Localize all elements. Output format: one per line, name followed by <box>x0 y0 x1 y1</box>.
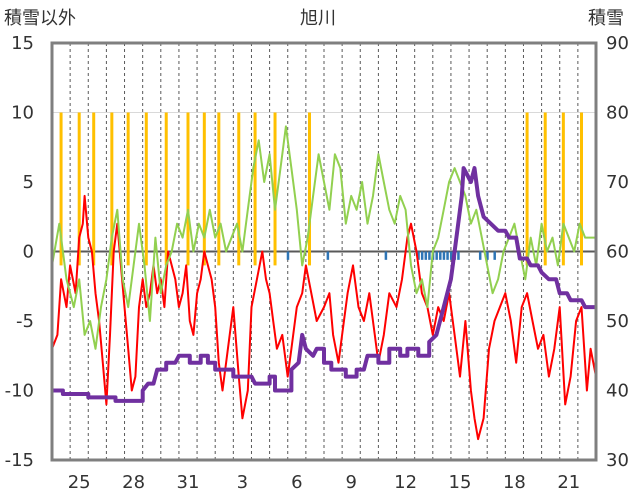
sunshine-bar <box>144 112 148 266</box>
sunshine-bar <box>59 112 63 266</box>
precipitation-bars <box>286 251 496 260</box>
precipitation-bar <box>493 251 496 260</box>
x-tick-label: 31 <box>177 472 200 493</box>
x-tick-label: 18 <box>503 472 526 493</box>
right-tick-label: 30 <box>606 450 629 471</box>
x-tick-label: 3 <box>237 472 248 493</box>
sunshine-bar <box>273 112 277 266</box>
right-tick-label: 90 <box>606 33 629 54</box>
chart-title: 旭川 <box>300 8 336 29</box>
precipitation-bar <box>478 251 482 260</box>
sunshine-bar <box>186 112 190 266</box>
precipitation-bar <box>435 251 438 260</box>
sunshine-bar <box>202 112 206 266</box>
precipitation-bar <box>326 251 330 260</box>
sunshine-bar <box>543 112 547 266</box>
left-tick-label: 0 <box>23 242 34 263</box>
precipitation-bar <box>420 251 424 260</box>
precipitation-bar <box>439 251 442 260</box>
left-tick-label: 5 <box>23 172 34 193</box>
left-tick-label: 10 <box>11 103 34 124</box>
sunshine-bar <box>110 112 114 266</box>
precipitation-bar <box>457 251 460 260</box>
right-tick-label: 60 <box>606 242 629 263</box>
wind-line <box>51 125 596 350</box>
x-tick-label: 12 <box>394 472 417 493</box>
left-tick-label: 15 <box>11 33 34 54</box>
temperature-line <box>51 194 597 441</box>
precipitation-bar <box>428 251 431 260</box>
precipitation-bar <box>417 251 420 260</box>
x-tick-label: 28 <box>122 472 145 493</box>
x-tick-label: 25 <box>68 472 91 493</box>
sunshine-bars <box>59 112 583 266</box>
sunshine-bar <box>253 112 257 266</box>
left-tick-label: -15 <box>5 450 34 471</box>
sunshine-bar <box>561 112 565 266</box>
sunshine-bar <box>579 112 583 266</box>
precipitation-bar <box>486 251 489 260</box>
precipitation-bar <box>446 251 449 260</box>
x-tick-label: 15 <box>449 472 472 493</box>
precipitation-bar <box>424 251 428 260</box>
left-tick-label: -5 <box>16 311 34 332</box>
series-lines <box>51 125 597 441</box>
right-tick-label: 50 <box>606 311 629 332</box>
x-tick-label: 6 <box>291 472 302 493</box>
sunshine-bar <box>237 112 241 266</box>
right-axis-title: 積雪 <box>588 8 624 29</box>
left-axis-title: 積雪以外 <box>4 8 76 29</box>
x-tick-label: 9 <box>345 472 356 493</box>
precipitation-bar <box>286 251 290 260</box>
right-tick-label: 70 <box>606 172 629 193</box>
right-tick-label: 80 <box>606 103 629 124</box>
sunshine-bar <box>126 112 130 266</box>
precipitation-bar <box>442 251 446 260</box>
snow_depth-line <box>52 166 596 403</box>
sunshine-bar <box>164 112 168 266</box>
sunshine-bar <box>525 112 529 266</box>
plot-frame <box>50 41 598 462</box>
precipitation-bar <box>384 251 388 260</box>
gridlines <box>52 43 596 460</box>
sunshine-bar <box>77 112 81 266</box>
x-tick-label: 21 <box>557 472 580 493</box>
left-tick-label: -10 <box>5 381 34 402</box>
sunshine-bar <box>217 112 221 266</box>
plot-border <box>50 41 598 462</box>
precipitation-bar <box>449 251 453 260</box>
sunshine-bar <box>92 112 96 266</box>
sunshine-bar <box>307 112 311 266</box>
right-tick-label: 40 <box>606 381 629 402</box>
